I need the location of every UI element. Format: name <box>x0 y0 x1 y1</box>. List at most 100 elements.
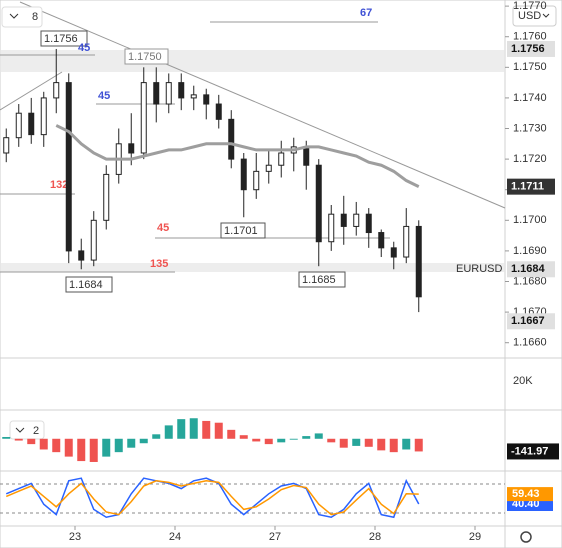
macd-bar <box>402 438 411 450</box>
macd-bar <box>202 420 211 439</box>
candle-body <box>278 152 285 166</box>
stoch-line <box>5 477 420 519</box>
y-tick-label: 1.1690 <box>513 245 547 257</box>
candle-body <box>128 143 135 154</box>
price-zone <box>0 50 505 72</box>
x-tick-label: 28 <box>369 531 381 543</box>
macd-bar <box>414 438 423 452</box>
macd-bar <box>389 438 398 453</box>
candle-body <box>28 112 35 136</box>
candle-body <box>165 82 172 105</box>
price-label: 1.1711 <box>511 181 544 193</box>
y-tick-label: 1.1760 <box>513 31 547 43</box>
annotation: 67 <box>360 7 372 19</box>
candle-body <box>3 137 10 154</box>
macd-bar <box>2 436 11 439</box>
y-tick-label: 1.1720 <box>513 153 547 165</box>
macd-bar <box>352 438 361 446</box>
macd-bar <box>89 438 98 462</box>
annotation: 45 <box>157 222 169 234</box>
candle-body <box>365 213 372 234</box>
macd-bar <box>327 438 336 443</box>
candle-body <box>353 213 360 227</box>
candle-body <box>178 82 185 99</box>
annotation: 1.1685 <box>302 274 336 286</box>
pane-label: 2 <box>33 425 39 437</box>
annotation-box <box>40 30 88 47</box>
price-label-bg <box>507 261 555 278</box>
currency-dropdown[interactable] <box>512 5 557 27</box>
macd-bar <box>189 418 198 439</box>
y-tick-label: 1.1680 <box>513 275 547 287</box>
stoch-value-bg <box>507 487 553 502</box>
chevron-icon <box>542 13 550 18</box>
candle-body <box>190 94 197 99</box>
candle-body <box>240 158 247 191</box>
x-tick-label: 27 <box>269 531 281 543</box>
candle-body <box>253 170 260 191</box>
macd-bar <box>27 438 36 445</box>
candle-body <box>228 118 235 160</box>
stoch-line <box>5 480 419 516</box>
macd-value: -141.97 <box>511 445 548 457</box>
candle-body <box>340 213 347 227</box>
macd-bar <box>102 438 111 457</box>
y-tick-label: 1.1700 <box>513 214 547 226</box>
candle-body <box>15 112 22 139</box>
macd-bar <box>302 436 311 439</box>
candle-body <box>415 225 422 298</box>
macd-bar <box>377 438 386 451</box>
annotation: 1.1750 <box>128 51 162 63</box>
trend-line <box>0 71 63 111</box>
interval-count: 8 <box>32 11 38 23</box>
price-label-bg <box>507 313 555 330</box>
macd-bar <box>77 438 86 462</box>
annotation: 1.1756 <box>44 33 78 45</box>
candle-body <box>90 219 97 261</box>
volume-axis-label: 20K <box>513 375 533 387</box>
candle-body <box>390 247 397 258</box>
annotation: 132 <box>50 179 68 191</box>
price-label-bg <box>507 178 555 195</box>
candle-body <box>153 82 160 105</box>
price-label: 1.1667 <box>511 315 545 327</box>
annotation-box <box>124 48 169 65</box>
candle-body <box>403 225 410 258</box>
candle-body <box>265 164 272 172</box>
candle-body <box>103 173 110 221</box>
chevron-icon <box>9 13 19 19</box>
macd-bar <box>114 438 123 453</box>
price-label-bg <box>507 40 555 57</box>
annotation: 45 <box>78 42 90 54</box>
pane-toggle[interactable] <box>9 420 45 440</box>
macd-bar <box>264 438 273 445</box>
macd-bar <box>177 419 186 439</box>
x-tick-label: 29 <box>469 531 481 543</box>
settings-icon[interactable] <box>520 531 532 543</box>
macd-bar <box>64 438 73 457</box>
candle-body <box>215 103 222 120</box>
price-label: 1.1756 <box>511 43 545 55</box>
x-tick-label: 24 <box>169 531 181 543</box>
candle-body <box>315 164 322 243</box>
macd-bar <box>39 438 48 450</box>
currency: USD <box>518 10 541 22</box>
macd-bar <box>214 422 223 439</box>
macd-bar <box>139 438 148 444</box>
macd-bar <box>364 438 373 447</box>
candle-body <box>378 232 385 249</box>
macd-bar <box>239 435 248 439</box>
macd-bar <box>252 438 261 442</box>
y-tick-label: 1.1730 <box>513 122 547 134</box>
candle-body <box>53 82 60 99</box>
macd-value-bg <box>507 443 559 460</box>
interval-button[interactable] <box>1 6 43 28</box>
macd-bar <box>339 438 348 448</box>
annotation: 45 <box>98 90 110 102</box>
macd-bar <box>127 438 136 448</box>
candle-body <box>303 146 310 166</box>
candle-body <box>328 213 335 243</box>
price-zone <box>0 263 505 272</box>
y-tick-label: 1.1740 <box>513 92 547 104</box>
